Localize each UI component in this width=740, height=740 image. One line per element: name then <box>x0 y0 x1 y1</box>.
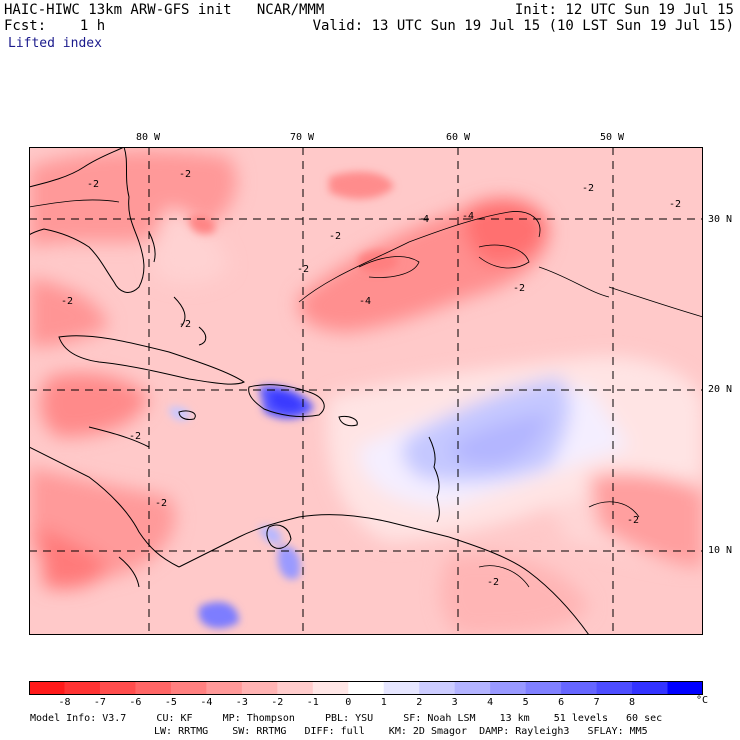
colorbar-swatch <box>596 681 633 695</box>
contour-label: -4 <box>359 296 371 307</box>
contour-label: -2 <box>61 296 73 307</box>
lifted-index-map: -2 -2 -2 -2 -4 -4 -4 -2 -2 -2 -2 -2 -2 -… <box>29 147 703 635</box>
colorbar-tick-label: -7 <box>93 697 106 708</box>
lat-label-10n: 10 N <box>708 545 733 556</box>
colorbar-tick-label: 0 <box>345 697 352 708</box>
graticule <box>29 147 703 635</box>
colorbar-swatch <box>64 681 101 695</box>
colorbar-tick-label: 2 <box>416 697 423 708</box>
coastlines <box>29 147 590 635</box>
colorbar-swatch <box>525 681 562 695</box>
colorbar-tick-label: 5 <box>522 697 529 708</box>
forecast-hour: Fcst: 1 h <box>4 18 106 34</box>
colorbar-swatch <box>29 681 65 695</box>
contour-label: -2 <box>513 283 525 294</box>
colorbar-swatch <box>419 681 456 695</box>
contour-label: -2 <box>627 515 639 526</box>
colorbar-tick-label: 4 <box>487 697 494 708</box>
lat-label-20n: 20 N <box>708 384 733 395</box>
colorbar-tick-label: -6 <box>129 697 142 708</box>
field-name: Lifted index <box>8 36 102 51</box>
lon-label-70w: 70 W <box>290 132 315 143</box>
colorbar-swatch <box>490 681 527 695</box>
colorbar-tick-label: 7 <box>593 697 600 708</box>
contour-label: -4 <box>417 214 429 225</box>
contour-label: -2 <box>329 231 341 242</box>
model-info-line1: Model Info: V3.7 CU: KF MP: Thompson PBL… <box>30 713 663 724</box>
colorbar-swatch <box>348 681 385 695</box>
contour-lines <box>29 199 703 588</box>
colorbar-tick-label: -1 <box>306 697 319 708</box>
contour-label: -4 <box>462 211 474 222</box>
colorbar-tick-label: -3 <box>235 697 248 708</box>
lon-label-50w: 50 W <box>600 132 625 143</box>
init-time: Init: 12 UTC Sun 19 Jul 15 <box>514 2 734 18</box>
colorbar-swatch <box>277 681 314 695</box>
colorbar-tick-label: 8 <box>629 697 636 708</box>
model-title: HAIC-HIWC 13km ARW-GFS init NCAR/MMM <box>4 2 325 18</box>
contour-label: -2 <box>487 577 499 588</box>
colorbar-tick-label: -8 <box>58 697 71 708</box>
contour-label: -2 <box>179 319 191 330</box>
lat-label-30n: 30 N <box>708 214 733 225</box>
colorbar-unit: °C <box>696 695 709 706</box>
field-detail <box>169 171 399 629</box>
colorbar-swatch <box>312 681 349 695</box>
valid-time: Valid: 13 UTC Sun 19 Jul 15 (10 LST Sun … <box>312 18 734 34</box>
model-info-line2: LW: RRTMG SW: RRTMG DIFF: full KM: 2D Sm… <box>154 726 648 737</box>
colorbar-swatch <box>632 681 669 695</box>
colorbar-tick-label: -5 <box>164 697 177 708</box>
colorbar-frame <box>29 681 703 695</box>
contour-label: -2 <box>87 179 99 190</box>
contour-label: -2 <box>669 199 681 210</box>
colorbar-swatch <box>383 681 420 695</box>
map-frame <box>29 147 703 635</box>
colorbar-tick-label: -4 <box>200 697 213 708</box>
contour-label: -2 <box>297 264 309 275</box>
colorbar-tick-label: 3 <box>451 697 458 708</box>
colorbar-swatch <box>454 681 491 695</box>
lon-label-60w: 60 W <box>446 132 471 143</box>
colorbar-swatch <box>135 681 172 695</box>
colorbar-tick-label: 6 <box>558 697 565 708</box>
colorbar-swatch <box>561 681 598 695</box>
lon-label-80w: 80 W <box>136 132 161 143</box>
contour-label: -2 <box>155 498 167 509</box>
colorbar-tick-label: -2 <box>271 697 284 708</box>
colorbar-tick-label: 1 <box>380 697 387 708</box>
contour-label: -2 <box>129 431 141 442</box>
colorbar-swatch <box>241 681 278 695</box>
colorbar-swatch <box>99 681 136 695</box>
contour-label: -2 <box>179 169 191 180</box>
contour-label-group: -2 -2 -2 -2 -4 -4 -4 -2 -2 -2 -2 -2 -2 -… <box>61 169 681 588</box>
contour-label: -2 <box>582 183 594 194</box>
colorbar-swatch <box>206 681 243 695</box>
colorbar-swatch <box>667 681 703 695</box>
colorbar <box>29 681 703 695</box>
field-shading <box>29 150 703 635</box>
colorbar-swatch <box>170 681 207 695</box>
